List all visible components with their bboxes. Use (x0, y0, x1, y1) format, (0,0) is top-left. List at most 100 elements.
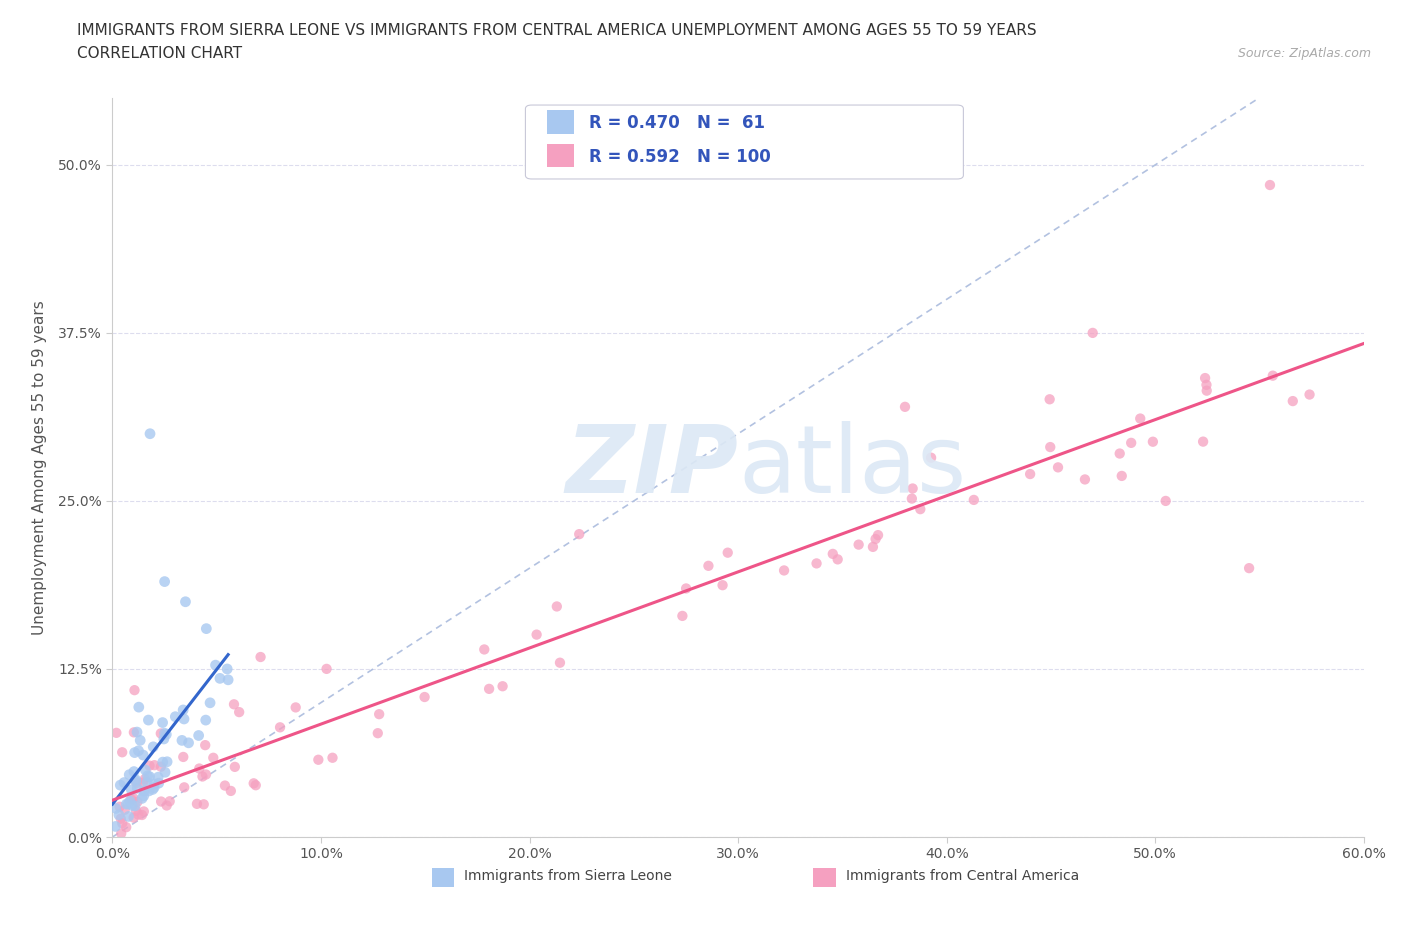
Point (920, 450, 942, 465)
Point (152, 715, 174, 730)
Point (194, 767, 217, 782)
Point (204, 658, 226, 672)
FancyBboxPatch shape (547, 143, 574, 167)
Point (894, 399, 917, 414)
Point (136, 768, 159, 783)
Point (697, 558, 720, 573)
Point (142, 739, 165, 754)
Point (963, 493, 986, 508)
Point (118, 793, 141, 808)
Point (165, 710, 187, 724)
Text: Immigrants from Central America: Immigrants from Central America (846, 870, 1078, 884)
Point (568, 526, 591, 541)
Point (245, 777, 267, 792)
Point (228, 705, 250, 720)
Point (202, 751, 225, 765)
Point (155, 727, 177, 742)
Text: ZIP: ZIP (565, 421, 738, 513)
Point (194, 737, 217, 752)
Point (134, 763, 156, 777)
Point (124, 774, 146, 789)
Point (131, 807, 153, 822)
Point (129, 733, 152, 748)
Point (156, 798, 179, 813)
Point (122, 724, 145, 739)
Point (671, 608, 693, 623)
Point (222, 697, 245, 711)
Point (121, 798, 143, 813)
Point (128, 743, 150, 758)
Text: CORRELATION CHART: CORRELATION CHART (77, 46, 242, 61)
Point (193, 797, 215, 812)
Point (866, 527, 889, 542)
Point (910, 501, 932, 516)
Point (114, 803, 136, 817)
Point (115, 819, 138, 834)
Point (173, 780, 195, 795)
Point (132, 784, 155, 799)
Point (122, 810, 145, 825)
Point (128, 699, 150, 714)
Text: Immigrants from Sierra Leone: Immigrants from Sierra Leone (464, 870, 672, 884)
Point (675, 581, 697, 596)
Point (827, 551, 849, 566)
Point (1142, 434, 1164, 449)
Point (172, 702, 194, 717)
Y-axis label: Unemployment Among Ages 55 to 59 years: Unemployment Among Ages 55 to 59 years (32, 300, 46, 634)
Point (1121, 435, 1143, 450)
Point (367, 725, 389, 740)
Point (187, 728, 209, 743)
Point (773, 563, 796, 578)
Point (153, 764, 176, 779)
Point (901, 481, 924, 496)
Point (1298, 387, 1320, 402)
Point (142, 777, 165, 791)
Point (219, 783, 242, 798)
Point (146, 770, 169, 785)
Point (546, 599, 568, 614)
Point (132, 748, 155, 763)
Point (138, 783, 160, 798)
Point (526, 627, 548, 642)
Point (143, 780, 166, 795)
Point (1192, 434, 1215, 449)
Point (1039, 440, 1062, 455)
Point (186, 796, 208, 811)
Text: Source: ZipAtlas.com: Source: ZipAtlas.com (1237, 46, 1371, 60)
Point (1258, 178, 1281, 193)
Point (111, 816, 134, 830)
FancyBboxPatch shape (526, 105, 963, 179)
Point (136, 775, 159, 790)
Point (153, 574, 176, 589)
Point (717, 545, 740, 560)
Point (117, 809, 139, 824)
Point (177, 736, 200, 751)
Point (124, 798, 146, 813)
Point (194, 712, 217, 727)
Point (862, 539, 884, 554)
Point (172, 750, 194, 764)
Text: atlas: atlas (738, 421, 966, 513)
Point (478, 682, 501, 697)
Point (368, 707, 391, 722)
Point (132, 789, 155, 804)
Point (118, 767, 141, 782)
Point (1129, 411, 1152, 426)
Point (198, 696, 221, 711)
Point (127, 781, 149, 796)
Point (150, 794, 173, 809)
Point (104, 801, 127, 816)
Point (1154, 494, 1177, 509)
Point (152, 754, 174, 769)
Point (115, 797, 138, 812)
Point (1237, 561, 1260, 576)
Point (1111, 469, 1133, 484)
Point (112, 775, 135, 790)
FancyBboxPatch shape (813, 868, 835, 886)
Point (413, 689, 436, 704)
Point (1281, 393, 1303, 408)
Point (821, 547, 844, 562)
Point (491, 679, 513, 694)
Point (224, 760, 246, 775)
Point (156, 754, 179, 769)
